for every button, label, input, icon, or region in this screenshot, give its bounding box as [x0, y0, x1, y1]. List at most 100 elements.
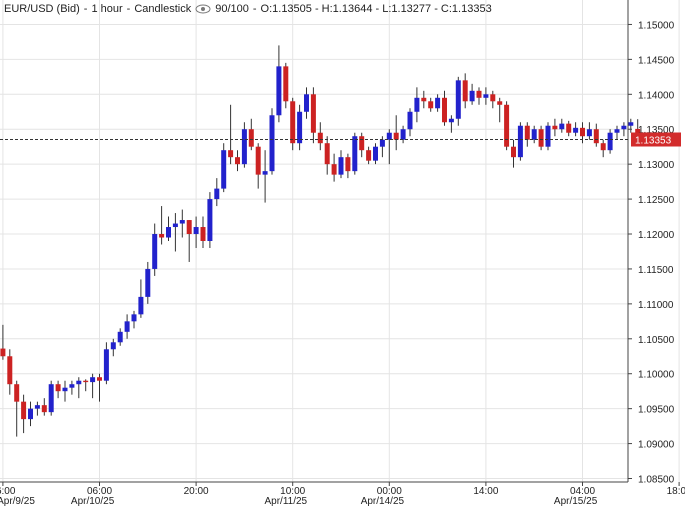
candle-body	[34, 405, 40, 409]
ohlc-readout: O:1.13505 - H:1.13644 - L:1.13277 - C:1.…	[260, 3, 492, 15]
candle-body	[172, 223, 178, 228]
candle-body	[241, 129, 247, 165]
candle-body	[179, 220, 185, 224]
candle-up	[262, 150, 268, 203]
y-tick-label: 1.09500	[638, 405, 675, 416]
candle-up	[166, 216, 171, 241]
candle-down	[490, 90, 496, 109]
y-tick-label: 1.10500	[638, 335, 675, 346]
candle-body	[442, 97, 447, 123]
candle-body	[586, 129, 592, 137]
candle-down	[497, 97, 503, 123]
candle-down	[566, 120, 572, 137]
candle-body	[124, 321, 130, 332]
candle-up	[117, 328, 123, 346]
candle-body	[103, 349, 109, 381]
candle-body	[448, 118, 454, 123]
candle-body	[131, 314, 137, 322]
candle-body	[338, 157, 344, 175]
candle-down	[462, 73, 468, 109]
candle-down	[324, 136, 330, 175]
candle-down	[83, 379, 89, 392]
last-price-label: 1.13353	[635, 136, 672, 147]
y-tick-label: 1.14000	[638, 90, 675, 101]
candle-body	[545, 125, 551, 147]
x-tick-label: 10:00	[280, 486, 305, 497]
candle-body	[379, 139, 385, 147]
x-tick-label: 18:00	[667, 486, 685, 497]
candle-up	[586, 122, 592, 140]
candle-up	[90, 373, 96, 399]
candle-body	[283, 66, 289, 102]
y-tick-label: 1.13500	[638, 125, 675, 136]
candle-up	[152, 223, 158, 276]
candle-down	[186, 220, 192, 262]
candle-body	[255, 146, 261, 175]
candle-body	[373, 146, 378, 161]
candle-up	[352, 132, 358, 175]
candle-down	[248, 118, 254, 151]
eye-icon[interactable]	[195, 4, 211, 14]
candle-body	[110, 342, 116, 350]
y-tick-label: 1.15000	[638, 20, 675, 31]
candle-body	[566, 123, 572, 133]
candle-body	[607, 132, 613, 151]
candle-up	[145, 261, 151, 304]
candle-body	[0, 348, 6, 357]
candle-body	[76, 380, 82, 385]
candle-body	[7, 356, 13, 385]
x-tick-label: 20:00	[184, 486, 209, 497]
candle-up	[214, 178, 220, 207]
style-label: Candlestick	[134, 3, 192, 15]
candle-up	[573, 122, 579, 137]
y-tick-label: 1.10000	[638, 370, 675, 381]
candle-up	[221, 143, 227, 193]
candle-up	[193, 216, 199, 248]
candle-up	[124, 314, 130, 339]
candles	[0, 45, 641, 437]
x-tick-label: 00:00	[377, 486, 402, 497]
x-tick-label: 16:00	[0, 486, 16, 497]
interval-label: 1 hour	[91, 3, 123, 15]
instrument-label: EUR/USD (Bid)	[4, 3, 80, 15]
candle-down	[317, 122, 323, 151]
candle-body	[559, 123, 565, 130]
x-date-label: Apr/10/25	[71, 496, 115, 507]
candle-down	[538, 125, 544, 151]
candle-down	[159, 206, 165, 245]
candle-body	[200, 227, 206, 241]
candle-up	[545, 122, 551, 151]
candle-body	[48, 384, 54, 413]
candle-up	[614, 125, 620, 140]
candle-up	[338, 150, 344, 179]
candle-up	[531, 125, 537, 144]
candle-down	[200, 216, 206, 248]
candle-body	[214, 188, 220, 200]
candle-body	[90, 377, 96, 383]
candle-down	[593, 123, 599, 147]
x-date-label: Apr/15/25	[554, 496, 598, 507]
candle-body	[552, 125, 558, 130]
candle-up	[304, 87, 309, 119]
candle-up	[483, 87, 489, 105]
gridlines	[0, 0, 680, 482]
candle-body	[276, 66, 282, 116]
y-tick-label: 1.12000	[638, 230, 675, 241]
candle-body	[83, 380, 89, 383]
candle-down	[7, 349, 13, 395]
candle-body	[511, 146, 516, 158]
candle-down	[504, 101, 510, 151]
candle-up	[373, 143, 378, 165]
candle-body	[407, 111, 413, 130]
candle-body	[235, 157, 240, 165]
candle-down	[600, 139, 606, 158]
candle-down	[393, 115, 399, 151]
candle-body	[186, 220, 192, 235]
candle-body	[621, 125, 627, 130]
candle-body	[531, 129, 537, 140]
x-date-label: Apr/14/25	[361, 496, 405, 507]
candle-down	[41, 398, 47, 416]
x-date-label: Apr/9/25	[0, 496, 35, 507]
